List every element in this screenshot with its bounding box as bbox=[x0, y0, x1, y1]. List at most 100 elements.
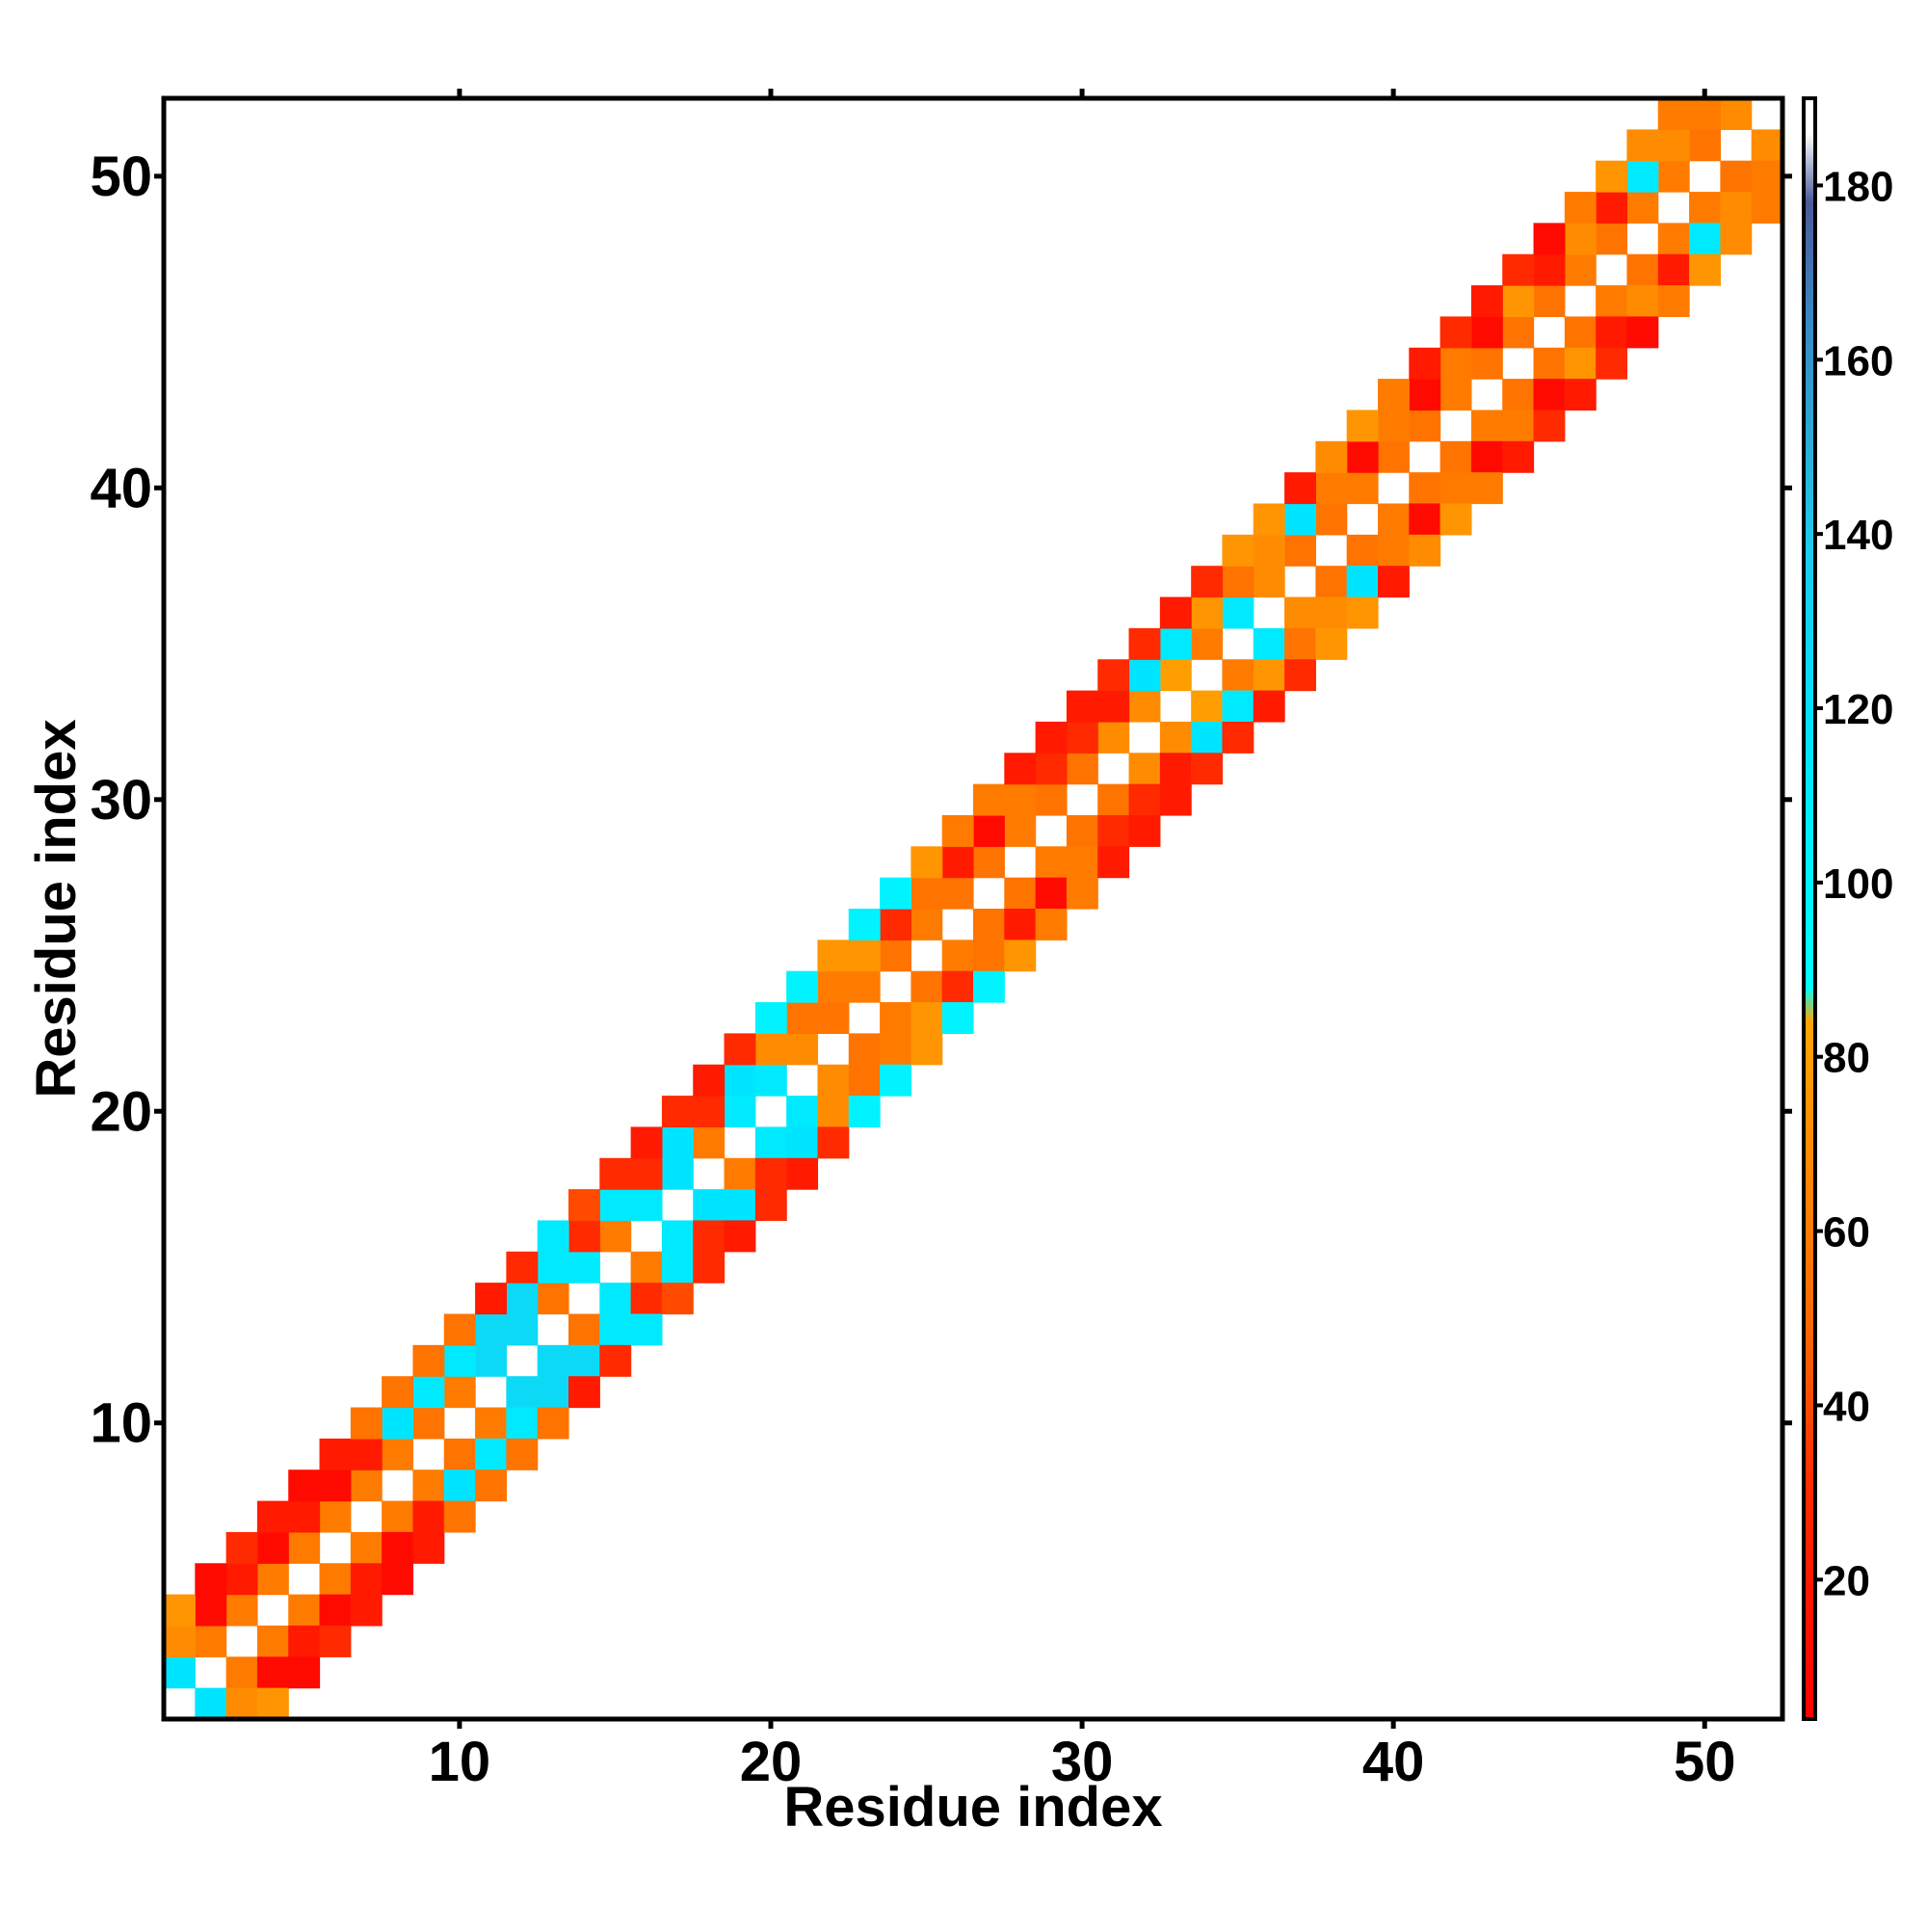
colorbar-tick-label: 180 bbox=[1823, 163, 1893, 210]
heatmap-cell bbox=[1191, 596, 1224, 629]
heatmap-cell bbox=[1066, 814, 1098, 847]
heatmap-cell bbox=[1502, 285, 1535, 318]
x-tick-label: 40 bbox=[1362, 1731, 1425, 1793]
heatmap-cell bbox=[319, 1500, 352, 1533]
heatmap-cell bbox=[568, 1251, 600, 1284]
heatmap-cell bbox=[693, 1251, 726, 1284]
colorbar-tick-label: 120 bbox=[1823, 686, 1893, 733]
heatmap-cell bbox=[1378, 566, 1410, 598]
heatmap-cell bbox=[661, 1157, 694, 1190]
heatmap-cell bbox=[256, 1625, 289, 1657]
heatmap-cell bbox=[164, 1656, 196, 1689]
heatmap-cell bbox=[568, 1313, 600, 1346]
heatmap-cell bbox=[1284, 596, 1316, 629]
heatmap-cell bbox=[848, 1033, 881, 1066]
heatmap-cell bbox=[1439, 379, 1472, 411]
heatmap-cell bbox=[350, 1469, 383, 1502]
heatmap-cell bbox=[1720, 160, 1753, 193]
heatmap-cell bbox=[256, 1531, 289, 1564]
heatmap-cell bbox=[693, 1126, 726, 1159]
heatmap-cell bbox=[1159, 627, 1192, 660]
heatmap-cell bbox=[1004, 877, 1037, 910]
colorbar-tick-label: 80 bbox=[1823, 1035, 1870, 1082]
heatmap-cell bbox=[350, 1531, 383, 1564]
heatmap-cell bbox=[1689, 129, 1721, 162]
heatmap-cell bbox=[1720, 192, 1753, 224]
heatmap-cell bbox=[382, 1407, 414, 1440]
heatmap-cell bbox=[537, 1251, 569, 1284]
heatmap-cell bbox=[817, 970, 850, 1003]
heatmap-cell bbox=[1409, 534, 1441, 567]
heatmap-cell bbox=[1128, 627, 1161, 660]
heatmap-cell bbox=[256, 1500, 289, 1533]
x-tick-label: 30 bbox=[1051, 1731, 1114, 1793]
heatmap-cell bbox=[443, 1469, 476, 1502]
heatmap-cell bbox=[382, 1500, 414, 1533]
heatmap-cell bbox=[817, 1096, 850, 1128]
y-axis-label: Residue index bbox=[25, 719, 88, 1098]
heatmap-cell bbox=[319, 1563, 352, 1596]
heatmap-cell bbox=[1378, 440, 1410, 473]
heatmap-cell bbox=[382, 1563, 414, 1596]
heatmap-cell bbox=[848, 1064, 881, 1097]
heatmap-cell bbox=[1066, 846, 1098, 879]
heatmap-cell bbox=[568, 1376, 600, 1409]
heatmap-cell bbox=[1035, 877, 1068, 910]
heatmap-cell bbox=[599, 1283, 632, 1315]
heatmap-cell bbox=[1128, 690, 1161, 723]
heatmap-cell bbox=[350, 1594, 383, 1627]
heatmap-cell bbox=[1502, 316, 1535, 349]
heatmap-cell bbox=[1439, 472, 1472, 505]
heatmap-cell bbox=[1439, 503, 1472, 536]
heatmap-cell bbox=[1626, 253, 1659, 286]
heatmap-cell bbox=[1751, 129, 1783, 162]
heatmap-cell bbox=[754, 1064, 787, 1097]
heatmap-cell bbox=[1128, 783, 1161, 816]
heatmap-cell bbox=[1315, 472, 1348, 505]
colorbar: 20 40 60 80 100 120 140 160 180 bbox=[1802, 96, 1893, 1721]
heatmap-cell bbox=[1533, 285, 1566, 318]
heatmap-cell bbox=[630, 1157, 663, 1190]
heatmap-cell bbox=[661, 1251, 694, 1284]
heatmap-cell bbox=[1035, 783, 1068, 816]
heatmap-cell bbox=[1222, 659, 1254, 692]
heatmap-cell bbox=[1315, 440, 1348, 473]
heatmap-cell bbox=[1191, 753, 1224, 785]
heatmap-cell bbox=[880, 877, 911, 910]
heatmap-cell bbox=[599, 1189, 632, 1222]
heatmap-cell bbox=[1128, 659, 1161, 692]
heatmap-cell bbox=[1315, 596, 1348, 629]
heatmap-cells bbox=[164, 98, 1783, 1720]
heatmap-cell bbox=[412, 1531, 445, 1564]
colorbar-tick-label: 60 bbox=[1823, 1209, 1870, 1257]
heatmap-cell bbox=[786, 1096, 819, 1128]
heatmap-cell bbox=[1253, 627, 1285, 660]
heatmap-cell bbox=[1035, 753, 1068, 785]
heatmap-cell bbox=[599, 1313, 632, 1346]
heatmap-cell bbox=[475, 1469, 507, 1502]
heatmap-cell bbox=[1409, 379, 1441, 411]
heatmap-cell bbox=[630, 1283, 663, 1315]
heatmap-cell bbox=[1502, 253, 1535, 286]
heatmap-cell bbox=[225, 1563, 258, 1596]
heatmap-cell bbox=[195, 1563, 227, 1596]
heatmap-cell bbox=[754, 1189, 787, 1222]
heatmap-cell bbox=[1378, 379, 1410, 411]
heatmap-cell bbox=[724, 1220, 756, 1253]
heatmap-cell bbox=[1004, 783, 1037, 816]
heatmap-cell bbox=[941, 1002, 974, 1034]
heatmap-cell bbox=[1035, 909, 1068, 940]
colorbar-gradient bbox=[1802, 96, 1817, 1721]
colorbar-tick-label: 100 bbox=[1823, 860, 1893, 908]
heatmap-cell bbox=[1066, 721, 1098, 754]
heatmap-cell bbox=[506, 1438, 539, 1470]
heatmap-cell bbox=[911, 1033, 943, 1066]
heatmap-cell bbox=[1470, 410, 1503, 442]
heatmap-cell bbox=[412, 1376, 445, 1409]
heatmap-cell bbox=[1035, 846, 1068, 879]
heatmap-cell bbox=[1657, 285, 1690, 318]
heatmap-cell bbox=[256, 1687, 289, 1720]
heatmap-cell bbox=[1191, 721, 1224, 754]
heatmap-cell bbox=[1751, 160, 1783, 193]
